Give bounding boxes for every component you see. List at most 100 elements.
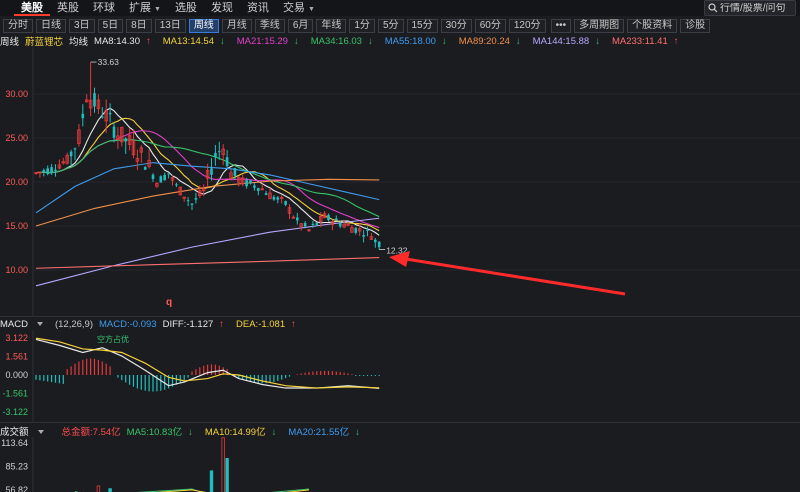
ma-value-text: MA21:15.29 [236,35,288,47]
period-button[interactable]: 60分 [474,19,506,33]
search-input[interactable] [720,2,798,14]
price-tick-label: 15.00 [5,221,28,231]
candle-body [65,154,69,164]
candles [34,62,381,250]
volume-chart[interactable]: 113.64 85.23 56.82 [0,437,800,492]
candle-body [335,218,338,221]
period-button[interactable]: 30分 [440,19,472,33]
candle-body [81,113,85,119]
period-button[interactable]: 5日 [97,19,124,33]
candle-body [135,158,140,162]
dropdown-icon [37,430,44,435]
period-button[interactable]: ••• [550,19,572,33]
period-button[interactable]: 分时 [3,19,33,33]
nav-item-global[interactable]: 环球 [93,2,115,14]
price-tick-label: 20.00 [5,177,28,187]
candle-body [342,223,346,228]
candle-body [182,196,186,199]
candle-body [245,179,248,187]
arrow-down-icon: ↓ [293,35,299,47]
low-label: 12.32 [386,246,408,256]
candle-body [287,207,292,214]
macd-value: MACD:-0.093 [99,318,157,330]
candle-body [338,223,342,227]
candle-body [147,159,151,167]
candle-body [249,180,252,184]
candle-body [253,185,256,188]
ma-value: MA34:16.03 ↓ [311,36,379,47]
chart-period-label: 周线 [0,37,20,48]
volume-ma20: MA20:21.55亿 ↓ [288,427,360,438]
macd-tick-label: 0.000 [5,370,28,380]
candle-body [322,213,327,219]
candle-body [229,172,233,179]
volume-tick-label: 56.82 [5,485,28,492]
macd-indicator-name[interactable]: MACD [0,319,49,330]
macd-chart[interactable]: 3.122 1.561 0.000 -1.561 -3.122 空方占优 [0,330,800,422]
macd-legend: MACD (12,26,9) MACD:-0.093 DIFF:-1.127 ↑ … [0,318,308,330]
period-button[interactable]: 8日 [126,19,152,33]
ma-value: MA89:20.24 ↓ [459,36,527,47]
nav-item-stock-picker[interactable]: 选股 [174,2,197,14]
candle-body [377,241,381,248]
candle-body [104,109,108,122]
macd-params: (12,26,9) [54,318,94,330]
volume-tick-label: 85.23 [5,462,28,472]
candle-body [225,157,229,167]
period-button[interactable]: 诊股 [680,19,711,33]
high-label: 33.63 [98,57,120,67]
price-chart[interactable]: 30.00 25.00 20.00 15.00 10.00 33.63 12.32 q [0,47,800,317]
candle-body [131,140,136,156]
nav-item-discover[interactable]: 发现 [210,2,233,14]
candle-body [38,171,42,174]
ma-legend: 周线 蔚蓝锂芯 均线 MA8:14.30 ↑ MA13:14.54 ↓ MA21:15.29 ↓… [0,35,691,49]
period-button[interactable]: 1分 [349,19,375,33]
volume-tick-label: 113.64 [1,438,28,448]
period-button[interactable]: 个股资料 [627,19,678,33]
candle-body [96,99,101,109]
diff-value: DIFF:-1.127 ↑ [162,318,225,330]
period-button[interactable]: 3日 [69,19,95,33]
candle-body [61,161,65,164]
nav-item-extend[interactable]: 扩展 ▼ [129,2,161,14]
period-button[interactable]: 日线 [36,19,66,33]
period-button[interactable]: 6月 [287,19,314,33]
search-box[interactable] [704,0,798,16]
nav-item-trade[interactable]: 交易 ▼ [282,2,315,14]
ma-label[interactable]: 均线 [69,37,89,48]
search-icon [708,3,718,13]
period-button[interactable]: 13日 [154,19,186,33]
candle-body [93,93,96,107]
period-button[interactable]: 季线 [254,19,285,33]
ma-value: MA13:14.54 ↓ [163,36,231,47]
candle-body [362,235,365,237]
candle-body [284,201,287,205]
candle-body [214,152,217,158]
candle-body [210,168,213,175]
candle-body [279,197,284,199]
period-button[interactable]: 年线 [316,19,347,33]
nav-item-us-stocks[interactable]: 美股 [14,0,50,16]
candle-body [299,223,303,228]
candle-body [346,224,350,226]
period-button[interactable]: 15分 [406,19,438,33]
candle-body [124,138,127,142]
period-button[interactable]: 多周期图 [574,19,625,33]
candle-body [291,216,296,219]
ma89-line [35,178,380,227]
period-button[interactable]: 周线 [188,19,219,33]
candle-body [143,166,147,170]
nav-item-news[interactable]: 资讯 [246,2,269,14]
period-button[interactable]: 5分 [377,19,404,33]
period-button[interactable]: 120分 [508,19,546,33]
stock-tag: 蔚蓝锂芯 [25,37,64,48]
nav-item-partial[interactable] [0,0,14,16]
candle-body [369,236,374,240]
volume-indicator-name[interactable]: 成交额 [0,424,50,438]
candle-body [237,177,241,183]
candle-body [357,228,362,232]
nav-item-uk-stocks[interactable]: 英股 [57,2,79,14]
candle-body [260,188,264,191]
period-button[interactable]: 月线 [221,19,252,33]
ma34-line [35,139,380,218]
